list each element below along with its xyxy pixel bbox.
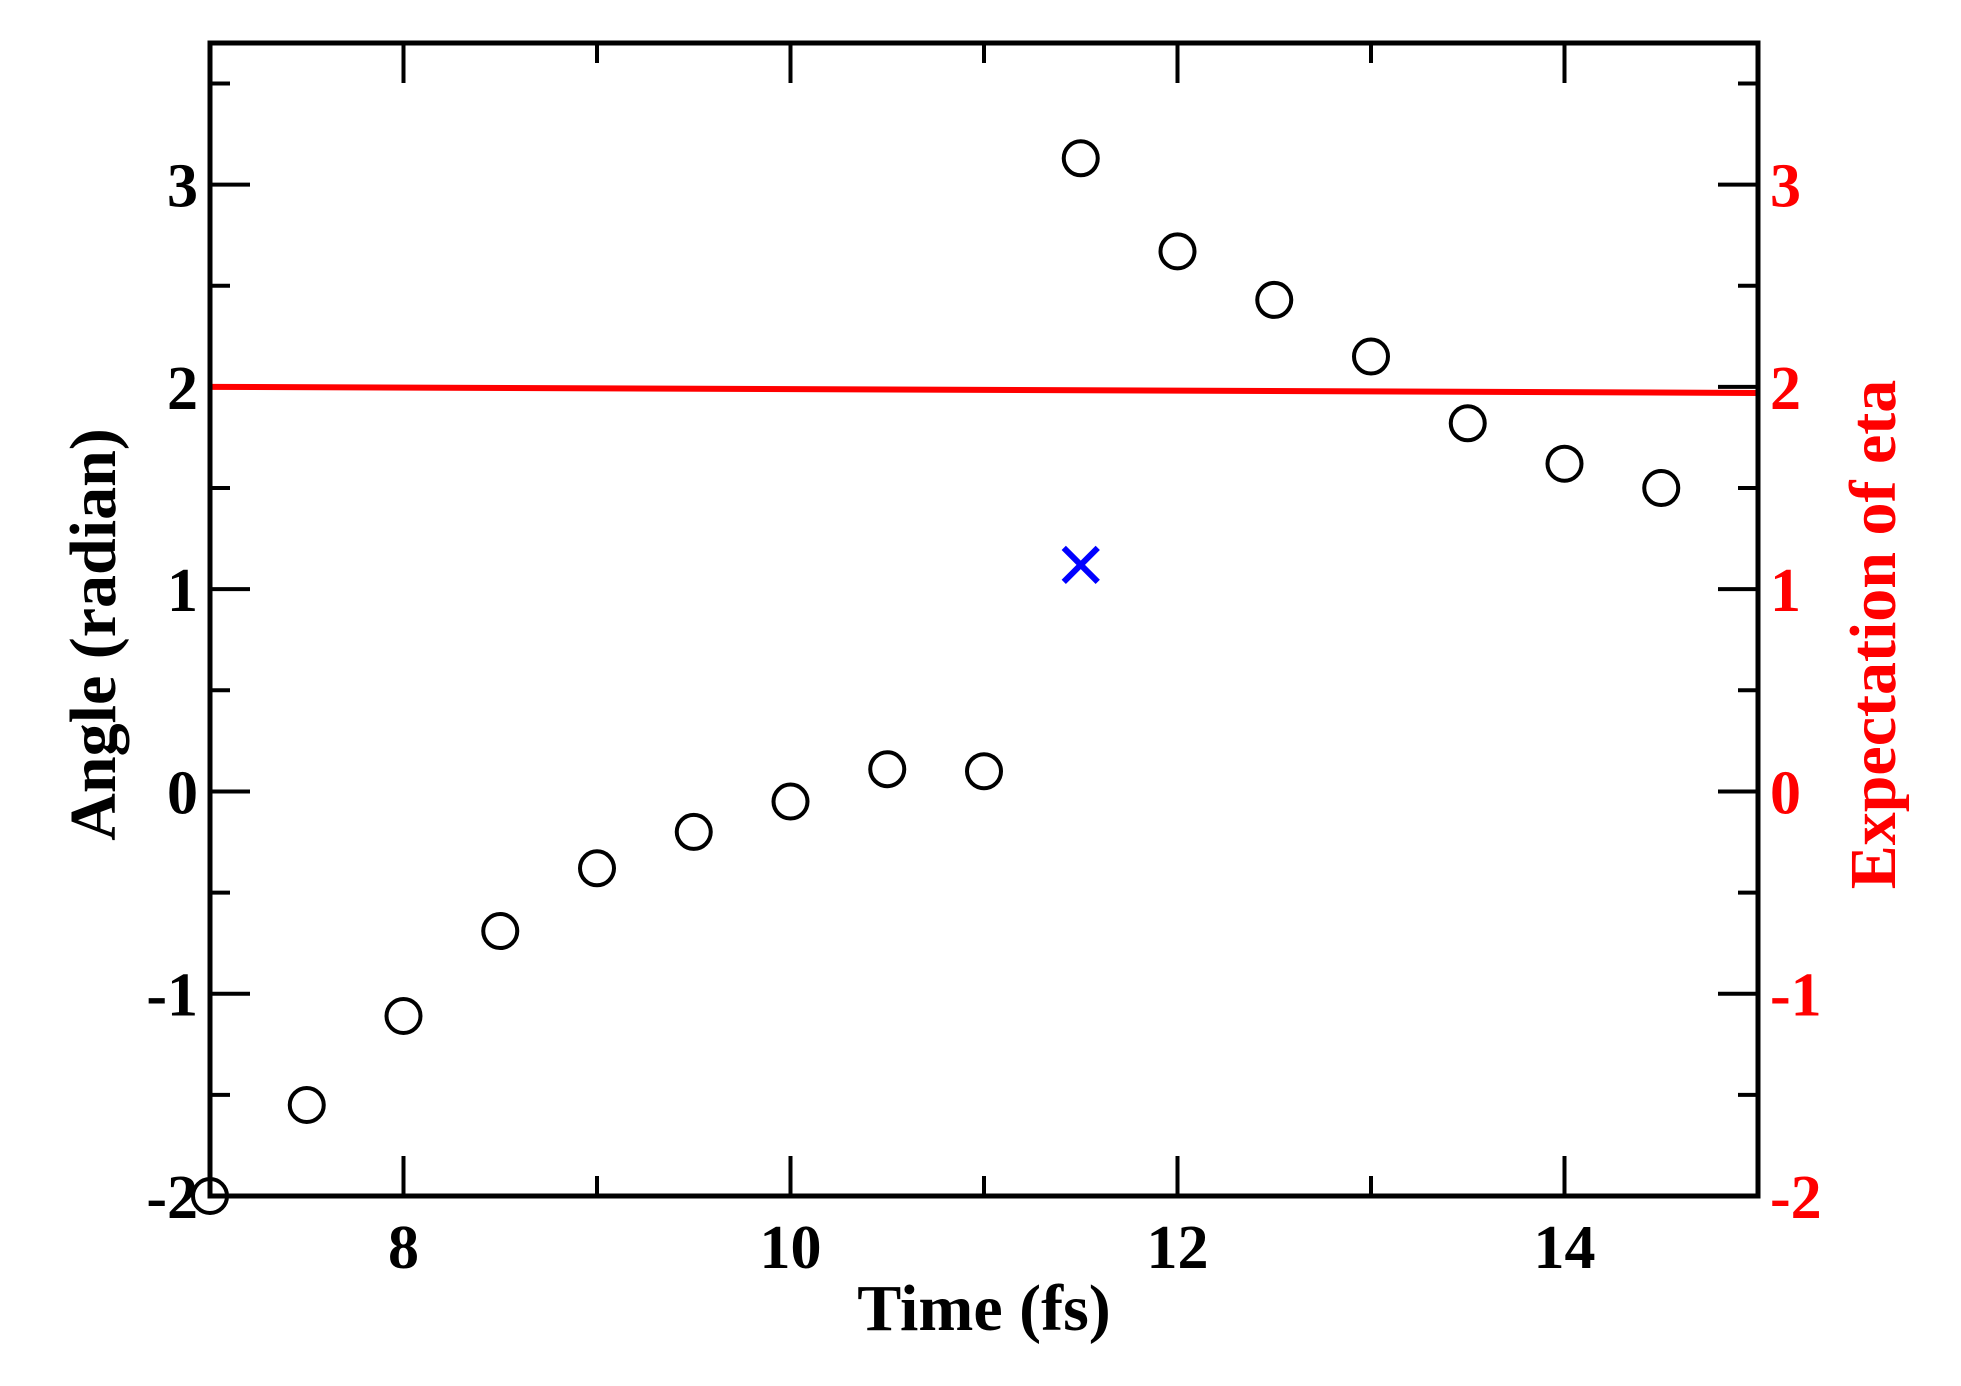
y2-tick-label: 1 [1770, 557, 1801, 625]
y-tick-label: -1 [146, 962, 198, 1030]
data-point-circle [868, 750, 907, 789]
data-point-circle [1255, 280, 1294, 319]
x-tick-label: 12 [1147, 1214, 1209, 1282]
y-axis-title: Angle (radian) [57, 428, 130, 841]
ticks [208, 43, 1760, 1198]
data-point-circle [1158, 232, 1197, 271]
data-point-circle [1448, 404, 1487, 443]
line-layer [209, 383, 1759, 396]
data-point-circle [674, 812, 713, 851]
y-tick-label: 2 [167, 355, 198, 423]
y-tick-label: 3 [167, 153, 198, 221]
data-point-circle [578, 849, 616, 888]
data-point-circle [1061, 139, 1100, 178]
cross-stroke [1061, 545, 1100, 585]
x-tick-label: 8 [388, 1214, 419, 1282]
data-point-circle [965, 752, 1003, 791]
data-point-circle [287, 1085, 326, 1124]
y-tick-label: 0 [167, 759, 198, 827]
marks [191, 139, 1681, 1215]
data-point-circle [1642, 469, 1681, 508]
y-tick-label: -2 [146, 1164, 198, 1232]
data-point-circle [771, 782, 810, 821]
data-point-circle [1352, 337, 1390, 376]
plot-frame [207, 40, 1761, 1199]
y2-tick-label: -1 [1770, 962, 1822, 1030]
data-point-cross [1061, 545, 1100, 585]
y-tick-label: 1 [167, 557, 198, 625]
y2-tick-label: 0 [1770, 759, 1801, 827]
data-point-circle [1545, 444, 1584, 483]
eta-expectation-line [209, 383, 1759, 396]
y2-tick-label: -2 [1770, 1164, 1822, 1232]
y2-tick-label: 2 [1770, 355, 1801, 423]
y2-tick-label: 3 [1770, 153, 1801, 221]
x-tick-label: 10 [760, 1214, 822, 1282]
x-axis-title: Time (fs) [857, 1272, 1111, 1345]
data-point-circle [384, 996, 423, 1035]
x-tick-label: 14 [1534, 1214, 1596, 1282]
data-point-circle [481, 912, 520, 951]
y2-axis-title: Expectation of eta [1837, 380, 1910, 890]
